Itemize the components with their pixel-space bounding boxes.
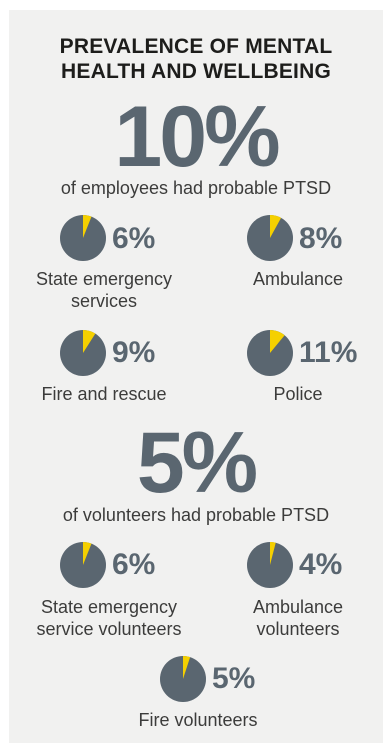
- title-line-2: HEALTH AND WELLBEING: [61, 60, 331, 83]
- pie-highlight-slice: [270, 215, 282, 238]
- pie-ambulance: [247, 215, 293, 261]
- label-state-emergency-services: State emergency services: [14, 268, 194, 312]
- volunteers-headline-value: 5%: [136, 415, 258, 511]
- value-fire-and-rescue: 9%: [112, 336, 156, 369]
- label-ambulance: Ambulance: [208, 268, 388, 290]
- pie-state-emergency-service-volunteers: [60, 542, 106, 588]
- pie-highlight-slice: [83, 330, 96, 353]
- label-line: volunteers: [256, 619, 340, 639]
- infographic-panel: [9, 10, 383, 743]
- label-state-emergency-service-volunteers: State emergency service volunteers: [14, 596, 204, 640]
- pie-highlight-slice: [83, 542, 92, 565]
- value-ambulance-volunteers: 4%: [299, 548, 343, 581]
- label-line: Ambulance: [252, 269, 344, 289]
- label-line: Fire volunteers: [138, 710, 258, 730]
- value-ambulance: 8%: [299, 222, 343, 255]
- employees-headline-value: 10%: [114, 89, 280, 185]
- pie-state-emergency-services: [60, 215, 106, 261]
- pie-highlight-slice: [270, 542, 276, 565]
- value-state-emergency-service-volunteers: 6%: [112, 548, 156, 581]
- pie-highlight-slice: [270, 330, 285, 353]
- infographic-title: PREVALENCE OF MENTAL HEALTH AND WELLBEIN…: [0, 34, 392, 84]
- title-line-1: PREVALENCE OF MENTAL: [59, 35, 333, 58]
- pie-fire-and-rescue: [60, 330, 106, 376]
- pie-highlight-slice: [183, 656, 191, 679]
- label-line: services: [70, 291, 137, 311]
- label-line: State emergency: [35, 269, 173, 289]
- value-police: 11%: [299, 336, 358, 369]
- label-line: Police: [273, 384, 323, 404]
- label-fire-and-rescue: Fire and rescue: [14, 383, 194, 405]
- label-line: State emergency: [40, 597, 178, 617]
- pie-police: [247, 330, 293, 376]
- label-ambulance-volunteers: Ambulance volunteers: [208, 596, 388, 640]
- value-state-emergency-services: 6%: [112, 222, 156, 255]
- label-line: Fire and rescue: [41, 384, 167, 404]
- label-fire-volunteers: Fire volunteers: [108, 709, 288, 731]
- pie-highlight-slice: [83, 215, 92, 238]
- value-fire-volunteers: 5%: [212, 662, 256, 695]
- label-line: service volunteers: [36, 619, 182, 639]
- pie-fire-volunteers: [160, 656, 206, 702]
- label-police: Police: [208, 383, 388, 405]
- label-line: Ambulance: [252, 597, 344, 617]
- pie-ambulance-volunteers: [247, 542, 293, 588]
- volunteers-headline-caption: of volunteers had probable PTSD: [62, 505, 330, 525]
- employees-headline-caption: of employees had probable PTSD: [60, 178, 332, 198]
